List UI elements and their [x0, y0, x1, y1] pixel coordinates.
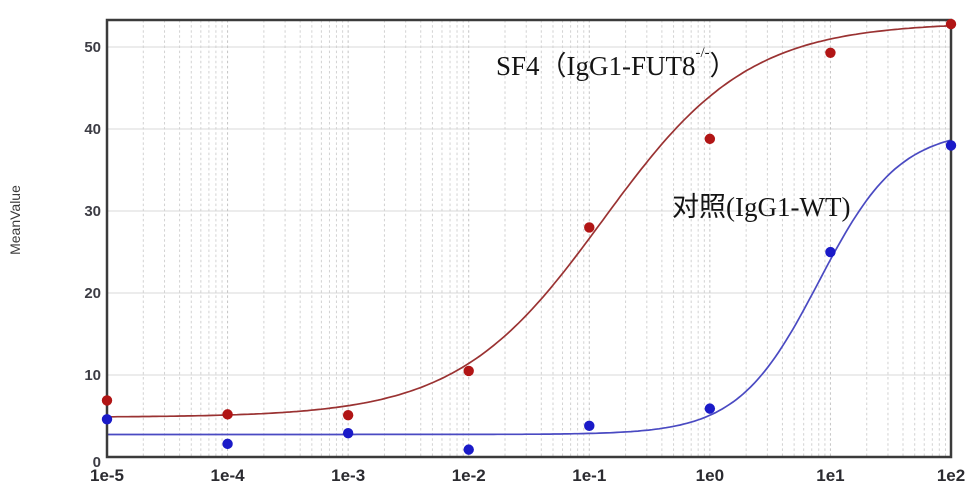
y-tick-label: 0	[93, 454, 101, 471]
data-point-series-0	[945, 18, 957, 30]
x-tick-label: 1e1	[816, 466, 844, 485]
horizontal-gridlines	[107, 46, 951, 376]
x-tick-label: 1e0	[696, 466, 724, 485]
x-tick-label: 1e2	[937, 466, 965, 485]
fit-curves	[107, 24, 952, 436]
log-vertical-gridlines	[142, 20, 952, 457]
x-tick-label: 1e-2	[452, 466, 486, 485]
y-tick-labels: 0 10 20 30 40 50	[84, 39, 101, 471]
y-tick-label: 40	[84, 121, 101, 138]
x-tick-label: 1e-5	[90, 466, 124, 485]
data-point-series-1	[825, 246, 836, 258]
series-label-sf4-text: SF4（IgG1-FUT8	[496, 51, 696, 81]
y-axis-title: MeanValue	[7, 185, 23, 255]
y-tick-label: 20	[84, 285, 101, 302]
y-tick-label: 50	[84, 39, 101, 56]
data-point-series-1	[101, 414, 113, 425]
data-point-series-0	[584, 222, 595, 233]
fit-curve-series-0	[107, 24, 952, 418]
fit-curve-series-1	[107, 139, 952, 436]
plot-frame	[105, 18, 953, 459]
data-point-series-1	[222, 438, 233, 450]
y-tick-label: 10	[84, 367, 101, 384]
x-tick-label: 1e-1	[572, 466, 606, 485]
x-tick-labels: 1e-5 1e-4 1e-3 1e-2 1e-1 1e0 1e1 1e2	[90, 466, 965, 485]
data-point-series-1	[945, 140, 957, 151]
data-point-series-1	[463, 444, 474, 455]
data-points	[101, 18, 957, 455]
series-label-control: 对照(IgG1-WT)	[672, 192, 851, 222]
y-tick-label: 30	[84, 203, 101, 220]
data-point-series-0	[101, 395, 113, 406]
data-point-series-0	[463, 365, 474, 377]
x-tick-label: 1e-3	[331, 466, 365, 485]
data-point-series-0	[825, 47, 836, 58]
series-label-sf4-close: ）	[709, 51, 737, 81]
data-point-series-0	[342, 409, 354, 421]
series-label-sf4: SF4（IgG1-FUT8-/-）	[496, 44, 737, 83]
data-point-series-1	[342, 428, 354, 439]
data-point-series-0	[704, 133, 716, 145]
x-tick-label: 1e-4	[211, 466, 246, 485]
data-point-series-0	[222, 409, 233, 420]
data-point-series-1	[584, 420, 595, 432]
series-label-sf4-superscript: -/-	[695, 44, 710, 61]
data-point-series-1	[704, 403, 716, 414]
